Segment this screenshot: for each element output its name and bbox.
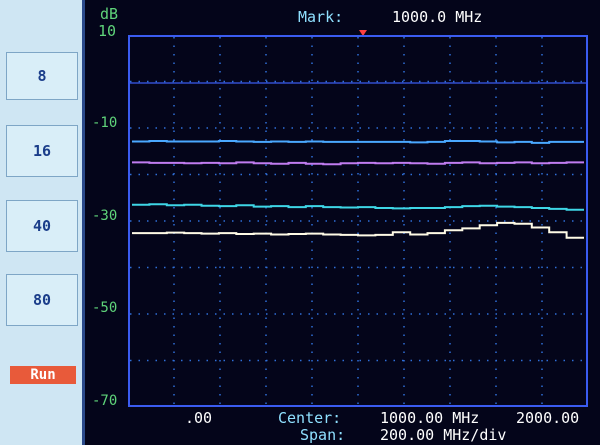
spectrum-plot [130, 37, 586, 405]
span-label: Span: [300, 426, 346, 444]
center-frequency-value: 1000.00 MHz [380, 409, 480, 427]
trace-line-4 [132, 221, 584, 239]
attenuation-40-button[interactable]: 40 [6, 200, 78, 252]
y-label-top: 10 [98, 22, 117, 40]
marker-frequency-value: 1000.0 MHz [392, 8, 483, 26]
plot-area [128, 35, 588, 407]
marker-label: Mark: [298, 8, 344, 26]
marker-triangle-icon [359, 30, 367, 36]
stop-frequency: 2000.00 [516, 409, 580, 427]
y-label-minus30: -30 [92, 208, 118, 224]
attenuation-80-button[interactable]: 80 [6, 274, 78, 326]
trace-line-3 [132, 203, 584, 211]
unit-label: dB [100, 5, 119, 23]
trace-line-1 [132, 140, 584, 144]
attenuation-16-button[interactable]: 16 [6, 125, 78, 177]
y-label-minus10: -10 [92, 115, 118, 131]
attenuation-8-button[interactable]: 8 [6, 52, 78, 100]
center-label: Center: [278, 409, 342, 427]
run-button[interactable]: Run [10, 366, 76, 384]
y-label-minus70: -70 [92, 393, 118, 409]
y-label-minus50: -50 [92, 300, 118, 316]
start-frequency: .00 [185, 409, 213, 427]
trace-line-2 [132, 161, 584, 166]
span-value: 200.00 MHz/div [380, 426, 507, 444]
side-panel: 8 16 40 80 Run [0, 0, 85, 445]
